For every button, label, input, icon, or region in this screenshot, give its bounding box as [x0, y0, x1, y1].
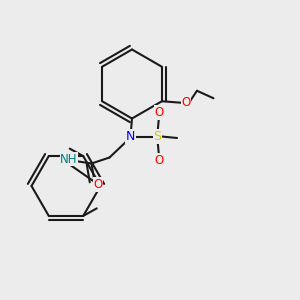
- Text: NH: NH: [60, 152, 78, 166]
- Text: O: O: [154, 106, 164, 119]
- Text: O: O: [154, 154, 164, 167]
- Text: O: O: [94, 178, 103, 191]
- Text: S: S: [154, 130, 161, 143]
- Text: O: O: [181, 96, 190, 109]
- Text: N: N: [126, 130, 135, 143]
